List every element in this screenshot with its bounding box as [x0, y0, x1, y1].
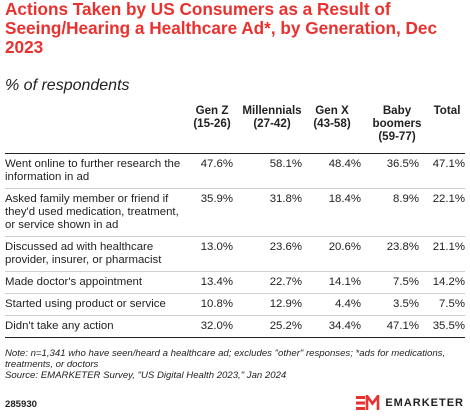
cell-value: 4.4%: [335, 298, 361, 310]
column-header-line: Baby: [382, 104, 412, 117]
footnote: Note: n=1,341 who have seen/heard a heal…: [5, 348, 467, 382]
column-header: Total: [422, 104, 470, 117]
cell-value: 47.1%: [432, 158, 465, 170]
brand-name: EMARKETER: [385, 397, 464, 409]
cell-value: 23.6%: [269, 241, 302, 253]
cell-value: 12.9%: [269, 298, 302, 310]
column-header-line: (27-42): [253, 117, 291, 130]
cell-value: 35.5%: [432, 320, 465, 332]
row-label-line: information in ad: [5, 171, 90, 183]
row-label-line: Discussed ad with healthcare: [5, 241, 154, 253]
table-row: Started using product or service 10.8% 12.…: [5, 294, 465, 316]
emarketer-logo-icon: [356, 395, 380, 410]
cell-value: 32.0%: [200, 320, 233, 332]
row-label: Started using product or service: [5, 298, 166, 311]
cell-value: 8.9%: [393, 193, 419, 205]
cell-value: 14.1%: [328, 276, 361, 288]
chart-title: Actions Taken by US Consumers as a Resul…: [5, 0, 438, 58]
row-label-line: Didn't take any action: [5, 320, 114, 332]
row-label-line: Went online to further research the: [5, 158, 181, 170]
column-header: Baby boomers (59-77): [367, 104, 427, 143]
row-label: Discussed ad with healthcare provider, in…: [5, 241, 161, 267]
cell-value: 35.9%: [200, 193, 233, 205]
table-row: Made doctor's appointment 13.4% 22.7% 14.1%…: [5, 272, 465, 294]
chart-id: 285930: [5, 399, 38, 410]
chart-subtitle: % of respondents: [5, 77, 130, 94]
cell-value: 47.6%: [200, 158, 233, 170]
cell-value: 22.7%: [269, 276, 302, 288]
row-label-line: or service shown in ad: [5, 219, 119, 231]
cell-value: 20.6%: [328, 241, 361, 253]
column-header-line: Gen X: [315, 104, 349, 117]
cell-value: 18.4%: [328, 193, 361, 205]
source-text: Source: EMARKETER Survey, "US Digital He…: [5, 370, 287, 382]
cell-value: 25.2%: [269, 320, 302, 332]
table-row: Discussed ad with healthcare provider, in…: [5, 237, 465, 272]
cell-value: 23.8%: [386, 241, 419, 253]
cell-value: 13.0%: [200, 241, 233, 253]
row-label-line: they'd used medication, treatment,: [5, 206, 179, 218]
table-row: Went online to further research the infor…: [5, 154, 465, 189]
cell-value: 3.5%: [393, 298, 419, 310]
column-header-line: Millennials: [242, 104, 302, 117]
brand-logo: EMARKETER: [356, 395, 464, 411]
column-header-line: boomers: [372, 117, 422, 130]
cell-value: 58.1%: [269, 158, 302, 170]
row-label: Asked family member or friend if they'd u…: [5, 193, 179, 232]
column-header-line: (59-77): [378, 130, 416, 143]
cell-value: 34.4%: [328, 320, 361, 332]
column-header: Millennials (27-42): [232, 104, 312, 130]
row-label-line: Asked family member or friend if: [5, 193, 169, 205]
column-header-line: Gen Z: [195, 104, 229, 117]
cell-value: 14.2%: [432, 276, 465, 288]
row-label-line: Made doctor's appointment: [5, 276, 143, 288]
table-row: Asked family member or friend if they'd u…: [5, 189, 465, 237]
cell-value: 22.1%: [432, 193, 465, 205]
row-label: Made doctor's appointment: [5, 276, 142, 289]
row-label: Went online to further research the infor…: [5, 158, 180, 184]
row-label-line: provider, insurer, or pharmacist: [5, 254, 162, 266]
cell-value: 10.8%: [200, 298, 233, 310]
cell-value: 48.4%: [328, 158, 361, 170]
note-text: Note: n=1,341 who have seen/heard a heal…: [5, 348, 446, 371]
row-label: Didn't take any action: [5, 320, 114, 333]
data-table: Gen Z (15-26) Millennials (27-42) Gen X (43-5…: [5, 104, 465, 338]
column-header: Gen Z (15-26): [182, 104, 242, 130]
table-header: Gen Z (15-26) Millennials (27-42) Gen X (43-5…: [5, 104, 465, 154]
column-header-line: Total: [433, 104, 461, 117]
table-body: Went online to further research the infor…: [5, 154, 465, 338]
row-label-line: Started using product or service: [5, 298, 166, 310]
cell-value: 7.5%: [439, 298, 465, 310]
cell-value: 13.4%: [200, 276, 233, 288]
column-header: Gen X (43-58): [304, 104, 360, 130]
cell-value: 36.5%: [386, 158, 419, 170]
cell-value: 31.8%: [269, 193, 302, 205]
cell-value: 7.5%: [393, 276, 419, 288]
cell-value: 21.1%: [432, 241, 465, 253]
column-header-line: (43-58): [313, 117, 351, 130]
table-row: Didn't take any action 32.0% 25.2% 34.4% 47.…: [5, 316, 465, 338]
column-header-line: (15-26): [193, 117, 231, 130]
cell-value: 47.1%: [386, 320, 419, 332]
